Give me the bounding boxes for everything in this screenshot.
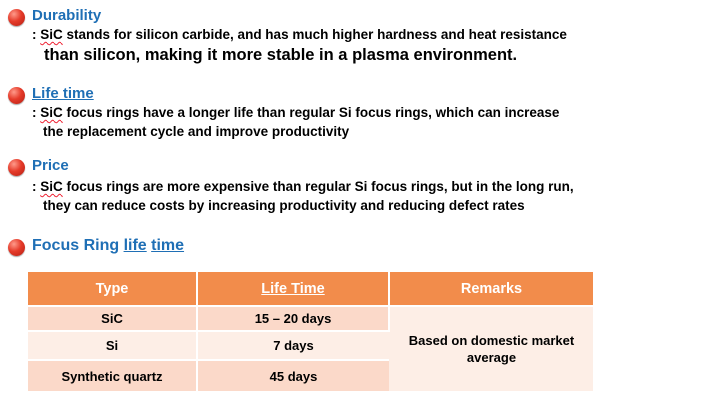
header-life-time: Life Time	[197, 272, 390, 306]
price-text: : SiC focus rings are more expensive tha…	[32, 177, 574, 215]
cell-type: Synthetic quartz	[28, 359, 198, 391]
red-circle-bullet-icon	[8, 239, 25, 256]
cell-type: Si	[28, 330, 198, 360]
durability-line1: : SiC stands for silicon carbide, and ha…	[32, 27, 567, 42]
durability-heading: Durability	[32, 7, 102, 24]
red-circle-bullet-icon	[8, 159, 25, 176]
focus-ring-heading: Focus Ring life time	[32, 237, 185, 254]
durability-line2: than silicon, making it more stable in a…	[44, 46, 518, 64]
cell-life: 45 days	[197, 359, 389, 391]
table-row: Synthetic quartz 45 days	[28, 359, 593, 391]
red-circle-bullet-icon	[8, 87, 25, 104]
life-time-text: : SiC focus rings have a longer life tha…	[32, 103, 559, 141]
table-header-row: Type Life Time Remarks	[28, 272, 593, 306]
cell-remark: Based on domestic market average	[389, 305, 593, 391]
price-heading: Price	[32, 157, 69, 174]
price-line1: : SiC focus rings are more expensive tha…	[32, 179, 574, 194]
header-remarks: Remarks	[389, 272, 593, 306]
header-type: Type	[28, 272, 198, 306]
life-time-heading: Life time	[32, 85, 94, 102]
cell-life: 15 – 20 days	[197, 305, 390, 331]
cell-type: SiC	[28, 305, 198, 331]
life-time-line2: the replacement cycle and improve produc…	[43, 124, 350, 139]
durability-text: : SiC stands for silicon carbide, and ha…	[32, 25, 567, 66]
price-line2: they can reduce costs by increasing prod…	[43, 198, 525, 213]
table-row: SiC 15 – 20 days Based on domestic marke…	[28, 305, 593, 391]
table-row: Si 7 days	[28, 330, 593, 360]
red-circle-bullet-icon	[8, 9, 25, 26]
cell-life: 7 days	[197, 330, 389, 360]
life-time-line1: : SiC focus rings have a longer life tha…	[32, 105, 560, 120]
focus-ring-life-table: Type Life Time Remarks SiC 15 – 20 days …	[28, 272, 593, 391]
